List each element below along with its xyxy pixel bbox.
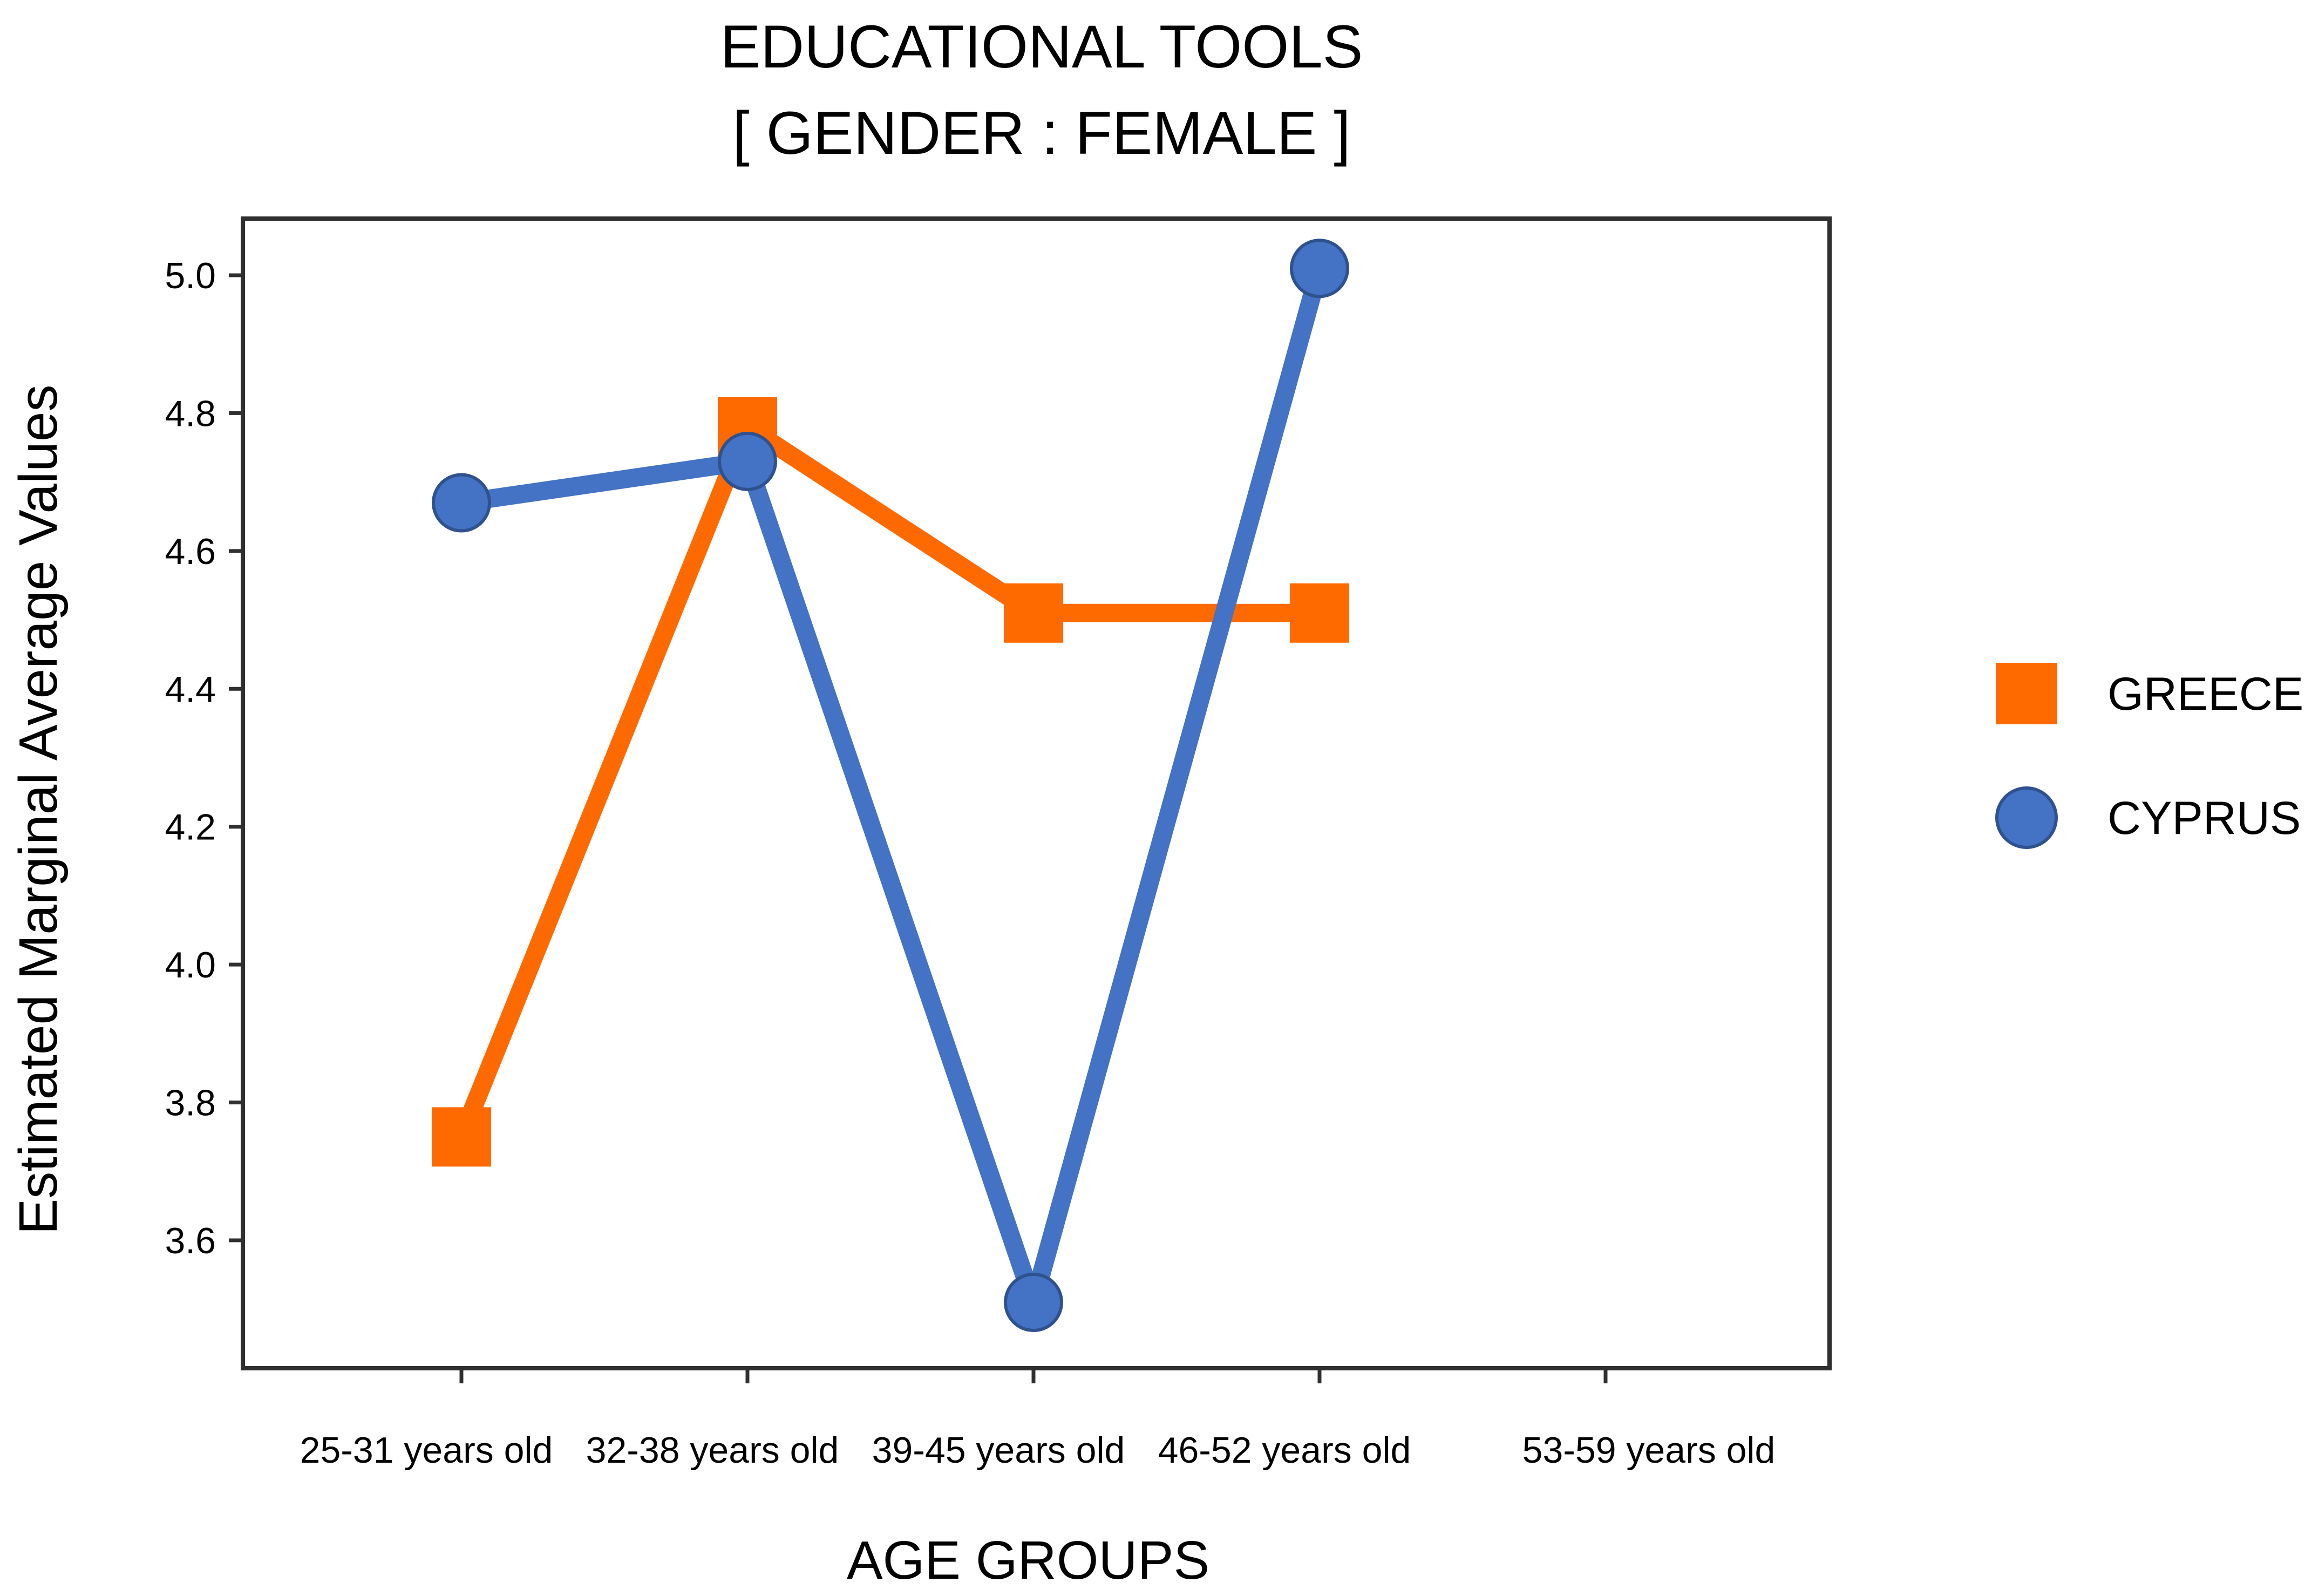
data-point-square xyxy=(1290,583,1349,643)
data-point-circle xyxy=(1004,1272,1063,1332)
data-point-square xyxy=(432,1107,491,1167)
series-layer xyxy=(432,239,1349,1332)
data-point-circle xyxy=(718,431,777,491)
y-tick-label: 4.4 xyxy=(165,669,216,710)
series-greece xyxy=(432,397,1349,1167)
y-axis-title: Estimated Marginal Average Values xyxy=(8,385,69,1235)
x-axis-ticks: 25-31 years old 32-38 years old 39-45 year… xyxy=(300,1368,1776,1471)
series-cyprus xyxy=(432,239,1349,1332)
y-tick-label: 4.8 xyxy=(165,393,216,434)
x-tick-label: 32-38 years old xyxy=(586,1430,839,1471)
legend-label: GREECE xyxy=(2107,668,2303,720)
data-point-circle xyxy=(1290,239,1349,298)
y-tick-label: 4.0 xyxy=(165,945,216,986)
plot-frame xyxy=(241,216,1832,1370)
y-tick-label: 4.2 xyxy=(165,807,216,848)
legend-marker-circle xyxy=(1995,786,2058,849)
x-tick-label: 39-45 years old xyxy=(872,1430,1125,1471)
legend: GREECE CYPRUS xyxy=(1995,663,2303,849)
legend-label: CYPRUS xyxy=(2107,792,2301,844)
legend-item-greece: GREECE xyxy=(1996,663,2303,724)
y-tick-label: 3.8 xyxy=(165,1083,216,1124)
y-tick-label: 4.6 xyxy=(165,531,216,572)
y-tick-label: 3.6 xyxy=(165,1220,216,1261)
y-axis-ticks: 3.6 3.8 4.0 4.2 4.4 4.6 4.8 5.0 xyxy=(165,255,243,1261)
legend-item-cyprus: CYPRUS xyxy=(1995,786,2301,849)
data-point-circle xyxy=(432,473,491,533)
series-line xyxy=(460,266,1329,1312)
data-point-square xyxy=(1004,583,1063,643)
chart-title: EDUCATIONAL TOOLS xyxy=(720,13,1363,80)
x-tick-label: 46-52 years old xyxy=(1158,1430,1411,1471)
x-axis-title: AGE GROUPS xyxy=(847,1530,1209,1591)
y-tick-label: 5.0 xyxy=(165,255,216,296)
legend-marker-square xyxy=(1996,663,2057,724)
series-line xyxy=(453,417,1320,1140)
x-tick-label: 25-31 years old xyxy=(300,1430,553,1471)
x-tick-label: 53-59 years old xyxy=(1522,1430,1776,1471)
chart-subtitle: [ GENDER : FEMALE ] xyxy=(732,99,1350,167)
